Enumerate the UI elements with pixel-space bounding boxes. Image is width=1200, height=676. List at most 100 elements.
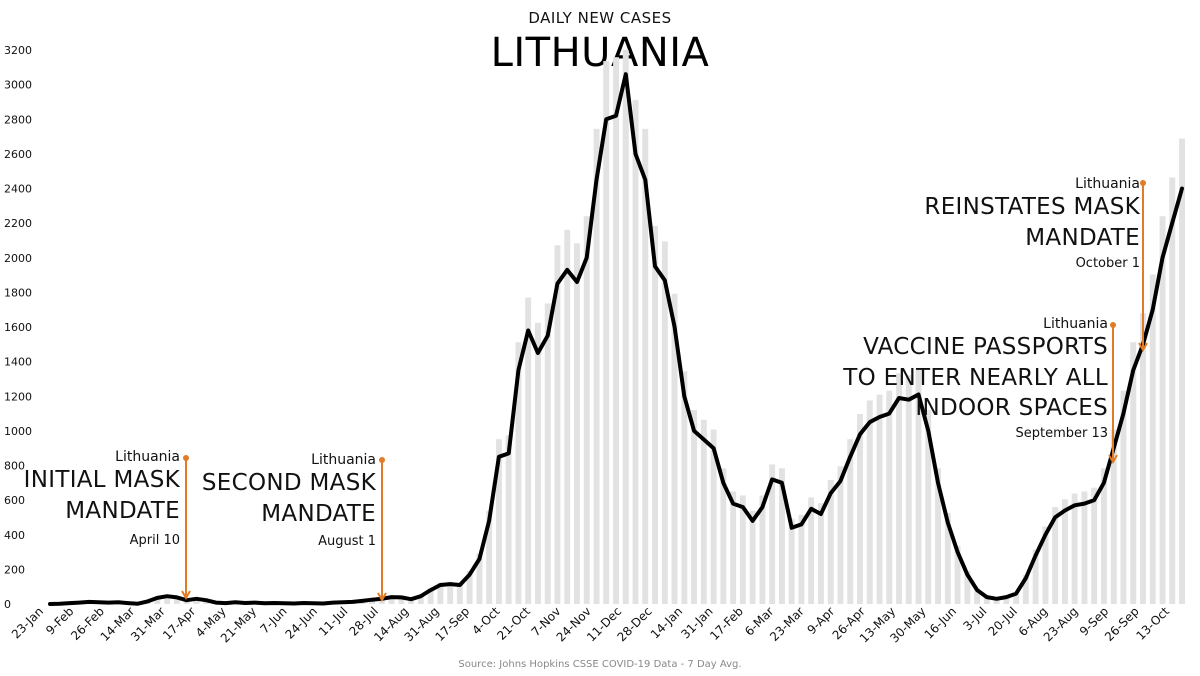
daily-case-bar <box>603 61 610 605</box>
x-tick-label: 23-Aug <box>1041 604 1081 644</box>
daily-case-bar <box>496 439 502 604</box>
annotation-second-mask: Lithuania SECOND MASK MANDATE August 1 <box>190 452 376 550</box>
daily-case-bar <box>808 497 815 604</box>
annotation-country-label: Lithuania <box>1075 176 1140 192</box>
daily-case-bar <box>447 581 454 604</box>
daily-case-bar <box>915 369 922 604</box>
annotation-text-line: TO ENTER NEARLY ALL <box>843 364 1108 391</box>
daily-case-bar <box>788 518 795 604</box>
daily-case-bar <box>154 597 161 604</box>
daily-case-bar <box>164 595 171 604</box>
x-tick-label: 20-Jul <box>985 604 1019 638</box>
x-tick-label: 26-Sep <box>1102 604 1142 644</box>
daily-case-bar <box>173 596 180 604</box>
daily-case-bar <box>661 241 668 604</box>
daily-case-bar <box>1013 592 1020 604</box>
annotation-initial-mask: Lithuania INITIAL MASK MANDATE April 10 <box>10 449 180 549</box>
daily-case-bar <box>1130 342 1137 604</box>
daily-case-bar <box>1101 468 1107 604</box>
y-tick-label: 3200 <box>4 44 32 57</box>
x-tick-label: 13-Oct <box>1133 604 1172 643</box>
arrow-initial-mask <box>181 455 191 601</box>
daily-case-bar <box>398 596 405 604</box>
daily-case-bar <box>827 479 834 604</box>
daily-case-bar <box>1003 596 1010 604</box>
daily-case-bar <box>1179 138 1185 604</box>
y-tick-label: 200 <box>4 563 25 576</box>
annotation-arrows <box>181 180 1148 603</box>
y-tick-label: 1600 <box>4 321 32 334</box>
daily-case-bar <box>652 225 658 604</box>
y-tick-label: 2000 <box>4 252 32 265</box>
daily-case-bar <box>1110 429 1117 604</box>
daily-case-bar <box>1159 216 1166 604</box>
annotation-text-line: REINSTATES MASK <box>924 194 1140 221</box>
y-tick-label: 2800 <box>4 113 32 126</box>
annotation-date: October 1 <box>1075 255 1140 271</box>
daily-case-bar <box>759 495 766 604</box>
daily-case-bar <box>427 588 434 604</box>
daily-case-bar <box>896 373 902 604</box>
annotation-reinstates-mask: Lithuania REINSTATES MASK MANDATE Octobe… <box>900 176 1140 272</box>
x-tick-label: 24-Jun <box>283 604 320 641</box>
x-tick-label: 16-Jun <box>922 604 959 641</box>
daily-case-bar <box>408 598 414 604</box>
daily-case-bar <box>857 414 863 604</box>
y-tick-labels: 0 200 400 600 800 1000 1200 1400 1600 1800 2000 220… <box>4 44 32 611</box>
daily-case-bar <box>1022 574 1029 604</box>
x-tick-label: 21-Oct <box>494 604 533 643</box>
annotation-date: August 1 <box>318 533 376 549</box>
daily-case-bar <box>818 503 824 604</box>
daily-case-bar <box>876 394 883 604</box>
x-tick-label: 23-Jan <box>9 604 46 641</box>
annotation-vaccine-passports: Lithuania VACCINE PASSPORTS TO ENTER NEA… <box>820 316 1108 442</box>
annotation-country-label: Lithuania <box>115 449 180 465</box>
daily-case-bar <box>779 468 785 604</box>
daily-case-bar <box>681 371 688 604</box>
arrow-reinstates-mask <box>1138 180 1148 353</box>
annotation-country-label: Lithuania <box>1043 316 1108 332</box>
daily-case-bar <box>642 128 649 604</box>
annotation-date: September 13 <box>1015 426 1108 442</box>
annotation-text-line: SECOND MASK <box>201 470 376 497</box>
daily-case-bar <box>632 99 639 605</box>
x-tick-label: 17-Sep <box>432 604 472 644</box>
daily-case-bar <box>456 582 463 604</box>
x-tick-label: 23-Mar <box>767 604 807 644</box>
daily-case-bar <box>544 303 551 604</box>
daily-case-bar <box>1032 549 1039 604</box>
daily-case-bar <box>1071 493 1078 604</box>
daily-case-bar <box>593 128 600 604</box>
chart-subtitle: DAILY NEW CASES <box>528 9 672 27</box>
daily-case-bar <box>847 439 854 604</box>
daily-case-bar <box>417 595 424 604</box>
y-tick-label: 2200 <box>4 217 32 230</box>
daily-case-bar <box>769 464 776 604</box>
daily-case-bar <box>574 243 580 605</box>
annotation-text-line: INITIAL MASK <box>23 467 180 494</box>
daily-case-bar <box>1149 274 1156 604</box>
x-tick-labels: 23-Jan9-Feb26-Feb14-Mar31-Mar17-Apr4-May… <box>9 604 1173 646</box>
x-tick-label: 17-Feb <box>707 604 746 643</box>
daily-bars-layer <box>56 50 1185 605</box>
daily-case-bar <box>1091 487 1098 604</box>
daily-case-bar <box>935 468 941 604</box>
daily-case-bar <box>1120 390 1127 604</box>
daily-case-bar <box>944 512 951 604</box>
daily-case-bar <box>905 375 912 604</box>
y-tick-label: 0 <box>4 598 11 611</box>
daily-case-bar <box>1140 313 1146 604</box>
annotation-country-label: Lithuania <box>311 452 376 468</box>
daily-case-bar <box>486 510 493 604</box>
x-tick-label: 31-Mar <box>128 604 168 644</box>
daily-case-bar <box>525 297 532 604</box>
seven-day-average-line <box>48 72 1184 606</box>
daily-case-bar <box>700 419 707 604</box>
y-tick-label: 1400 <box>4 356 32 369</box>
daily-case-bar <box>535 322 541 604</box>
daily-case-bar <box>925 410 932 604</box>
daily-case-bar <box>476 553 483 604</box>
annotation-text-line: MANDATE <box>261 500 376 527</box>
